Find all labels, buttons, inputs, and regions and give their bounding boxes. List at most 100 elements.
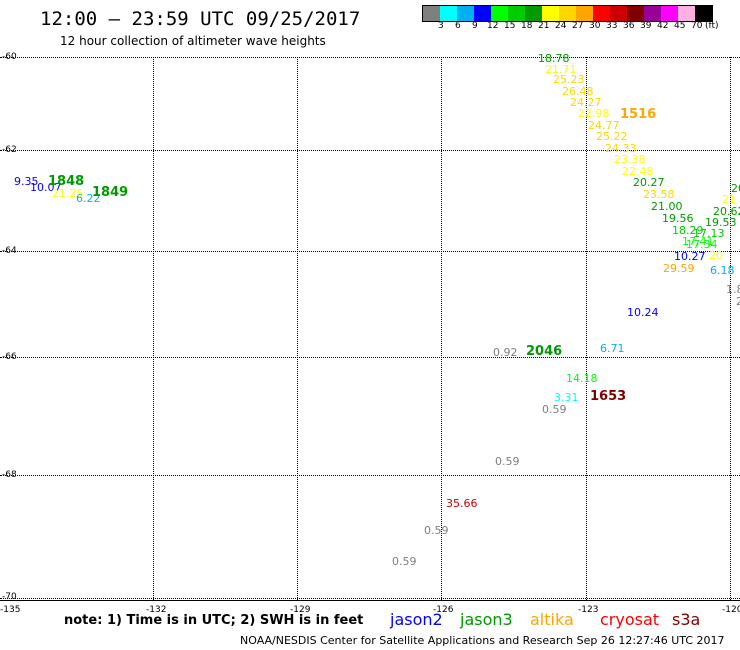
color-legend-swatch xyxy=(695,6,712,21)
wave-height-label: 10.24 xyxy=(627,306,659,319)
lon-label: -129 xyxy=(290,605,311,615)
color-legend-tick: 42 xyxy=(657,21,669,31)
lat-label: -60 xyxy=(2,52,17,62)
wave-height-label: 26.48 xyxy=(562,85,594,98)
grid-line-y xyxy=(0,251,740,252)
color-legend-tick: 27 xyxy=(572,21,584,31)
wave-height-label: 19.53 xyxy=(705,216,737,229)
color-legend xyxy=(422,5,713,22)
color-legend-tick: 39 xyxy=(640,21,652,31)
wave-height-label: 25.22 xyxy=(596,130,628,143)
lat-label: -68 xyxy=(2,470,17,480)
wave-height-label: 24.27 xyxy=(570,96,602,109)
wave-height-label: 10.27 xyxy=(674,250,706,263)
grid-line-x xyxy=(297,57,298,600)
color-legend-swatch xyxy=(593,6,610,21)
grid-line-y xyxy=(0,357,740,358)
color-legend-tick: 24 xyxy=(555,21,567,31)
wave-height-label: 20.27 xyxy=(633,176,665,189)
color-legend-tick: 3 xyxy=(438,21,444,31)
color-legend-tick: 18 xyxy=(521,21,533,31)
wave-height-label: 6.18 xyxy=(710,264,735,277)
wave-height-label: 23.38 xyxy=(614,153,646,166)
wave-height-label: 2 xyxy=(736,295,740,308)
color-legend-swatch xyxy=(440,6,457,21)
time-label: 1849 xyxy=(92,185,129,200)
lon-label: -135 xyxy=(0,605,21,615)
color-legend-tick: 21 xyxy=(538,21,550,31)
wave-height-label: 25.23 xyxy=(553,73,585,86)
lat-label: -62 xyxy=(2,145,17,155)
color-legend-tick: 30 xyxy=(589,21,601,31)
color-legend-swatch xyxy=(644,6,661,21)
color-legend-tick: 6 xyxy=(455,21,461,31)
lon-label: -120 xyxy=(722,605,740,615)
wave-height-label: 23.58 xyxy=(643,188,675,201)
color-legend-tick: 12 xyxy=(487,21,499,31)
wave-height-label: 14.18 xyxy=(566,372,598,385)
color-legend-swatch xyxy=(559,6,576,21)
lat-label: -66 xyxy=(2,352,17,362)
color-legend-tick: 70 xyxy=(691,21,703,31)
wave-height-label: 0.59 xyxy=(542,403,567,416)
lon-label: -126 xyxy=(433,605,454,615)
map-subtitle: 12 hour collection of altimeter wave hei… xyxy=(60,34,326,48)
color-legend-swatch xyxy=(610,6,627,21)
satellite-s3a: s3a xyxy=(672,610,701,629)
wave-height-label: 0.59 xyxy=(392,555,417,568)
color-legend-tick: 33 xyxy=(606,21,618,31)
color-legend-swatch xyxy=(576,6,593,21)
grid-line-y xyxy=(0,475,740,476)
grid-line-x xyxy=(153,57,154,600)
wave-height-label: 18.78 xyxy=(538,52,570,65)
color-legend-swatch xyxy=(542,6,559,21)
color-legend-tick: 36 xyxy=(623,21,635,31)
wave-height-label: 17.34 xyxy=(686,238,718,251)
wave-height-label: 18.29 xyxy=(672,224,704,237)
wave-height-label: 21.71 xyxy=(545,63,577,76)
wave-height-label: 35.66 xyxy=(446,497,478,510)
grid-line-y xyxy=(0,598,740,599)
satellite-cryosat: cryosat xyxy=(600,610,660,629)
units-note: note: 1) Time is in UTC; 2) SWH is in fe… xyxy=(64,613,364,628)
wave-height-label: 21.25 xyxy=(52,187,84,200)
wave-height-label: 24.33 xyxy=(605,142,637,155)
color-legend-swatch xyxy=(457,6,474,21)
time-label: 2046 xyxy=(526,344,563,359)
color-legend-tick: 45 xyxy=(674,21,686,31)
grid-line-y xyxy=(0,150,740,151)
lat-label: -64 xyxy=(2,246,17,256)
lon-label: -123 xyxy=(578,605,599,615)
wave-height-label: 1.8 xyxy=(726,283,740,296)
wave-height-label: 29.59 xyxy=(663,262,695,275)
wave-height-label: 17.41 xyxy=(682,235,714,248)
color-legend-swatch xyxy=(423,6,440,21)
wave-height-label: 20 xyxy=(709,249,723,262)
grid-line-y xyxy=(0,57,740,58)
lon-label: -132 xyxy=(146,605,167,615)
grid-line-x xyxy=(586,57,587,600)
wave-height-label: 21.00 xyxy=(651,200,683,213)
wave-height-label: 6.22 xyxy=(76,192,101,205)
color-legend-tick: 15 xyxy=(504,21,516,31)
wave-height-label: 20.62 xyxy=(713,205,740,218)
grid-line-x xyxy=(441,57,442,600)
bottom-axis xyxy=(0,600,740,601)
wave-height-label: 20 xyxy=(731,182,740,195)
color-legend-swatch xyxy=(474,6,491,21)
satellite-jason2: jason2 xyxy=(390,610,443,629)
wave-height-label: 19.56 xyxy=(662,212,694,225)
satellite-altika: altika xyxy=(530,610,574,629)
wave-height-label: 17.13 xyxy=(693,227,725,240)
grid-line-x xyxy=(730,57,731,600)
time-label: 1848 xyxy=(48,174,85,189)
wave-height-label: 0.92 xyxy=(493,346,518,359)
wave-height-label: 9.35 xyxy=(14,175,39,188)
color-legend-unit: (ft) xyxy=(705,21,719,31)
time-label: 1653 xyxy=(590,389,627,404)
map-title: 12:00 — 23:59 UTC 09/25/2017 xyxy=(40,8,361,30)
satellite-jason3: jason3 xyxy=(460,610,513,629)
color-legend-tick: 9 xyxy=(472,21,478,31)
wave-height-label: 10.07 xyxy=(30,181,62,194)
wave-height-label: 24.77 xyxy=(588,119,620,132)
